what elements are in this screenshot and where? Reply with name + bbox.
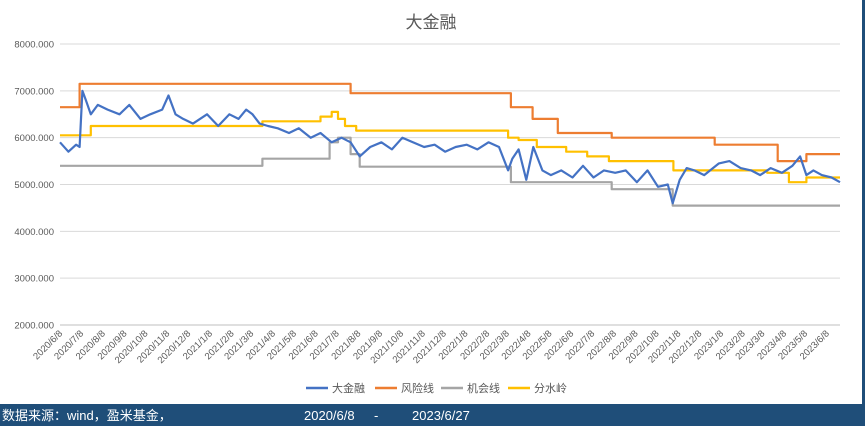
series-line-1 [60, 82, 840, 163]
x-axis: 2020/6/82020/7/82020/8/82020/9/82020/10/… [31, 324, 840, 366]
y-tick-label: 8000.000 [14, 40, 54, 51]
date-separator: - [374, 408, 379, 423]
date-start: 2020/6/8 [304, 408, 355, 423]
legend-label: 风险线 [401, 381, 434, 395]
series-line-2 [60, 136, 840, 207]
footer: 数据来源：wind，盈米基金， 2020/6/8 - 2023/6/27 [0, 406, 865, 426]
legend: 大金融 风险线 机会线 分水岭 [306, 381, 567, 395]
y-axis: 2000.000 3000.000 4000.000 5000.000 6000.000… [14, 40, 54, 332]
chart-title: 大金融 [406, 13, 457, 32]
series-line-0 [59, 89, 841, 205]
y-tick-label: 3000.000 [14, 274, 54, 285]
y-tick-label: 5000.000 [14, 180, 54, 191]
gridlines [60, 43, 840, 326]
legend-label: 大金融 [332, 381, 365, 395]
legend-label: 机会线 [467, 381, 500, 395]
legend-label: 分水岭 [534, 381, 567, 395]
data-source: 数据来源：wind，盈米基金， [2, 408, 172, 423]
y-tick-label: 7000.000 [14, 86, 54, 97]
y-tick-label: 2000.000 [14, 321, 54, 332]
series-lines [59, 82, 841, 207]
chart: 大金融 2000.000 3000.000 4000.000 5000.000 6000… [14, 13, 841, 395]
y-tick-label: 4000.000 [14, 227, 54, 238]
y-tick-label: 6000.000 [14, 133, 54, 144]
series-line-3 [60, 110, 840, 184]
chart-frame: 大金融 2000.000 3000.000 4000.000 5000.000 6000… [0, 0, 862, 404]
date-end: 2023/6/27 [412, 408, 470, 423]
